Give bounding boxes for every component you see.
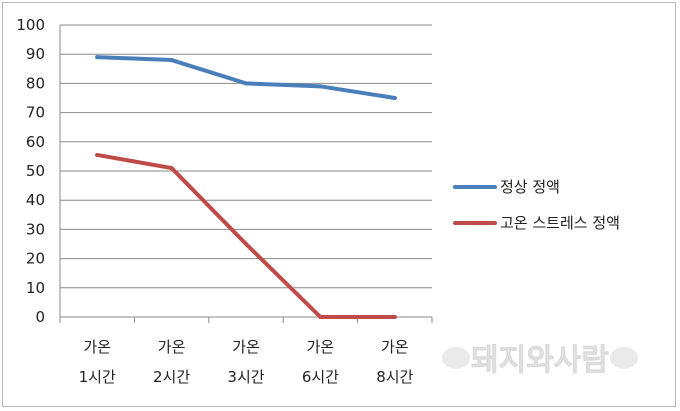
data-point	[392, 96, 397, 100]
y-tick-label: 80	[26, 74, 45, 92]
data-point	[95, 152, 100, 157]
data-point	[318, 315, 323, 319]
chart-frame	[2, 2, 676, 407]
x-tick-label: 가온	[381, 338, 409, 356]
y-tick-label: 70	[26, 104, 45, 122]
y-tick-label: 90	[26, 45, 45, 63]
legend-label: 정상 정액	[500, 178, 560, 196]
y-tick-label: 100	[16, 16, 45, 34]
data-point	[244, 242, 248, 246]
data-point	[169, 166, 174, 171]
x-tick-label: 가온	[83, 338, 111, 356]
data-point	[244, 81, 248, 86]
gridlines	[60, 24, 432, 318]
series-lines	[95, 55, 397, 319]
y-axis-ticks: 0 10 20 30 40 50 60 70 80 90 100	[16, 16, 45, 326]
legend-label: 고온 스트레스 정액	[500, 214, 620, 232]
x-tick-label: 8시간	[376, 368, 413, 386]
x-tick-label: 6시간	[302, 368, 339, 386]
y-tick-label: 30	[26, 220, 45, 238]
y-tick-label: 20	[26, 250, 45, 268]
y-tick-label: 50	[26, 162, 45, 180]
data-point	[95, 55, 100, 60]
watermark-logo: 돼지와사람	[442, 343, 638, 378]
y-tick-label: 10	[26, 279, 45, 297]
y-tick-label: 40	[26, 191, 45, 209]
x-tick-label: 가온	[232, 338, 260, 356]
x-axis	[59, 25, 433, 323]
series-line-2	[95, 152, 397, 319]
x-tick-label: 1시간	[79, 368, 116, 386]
series-line-1	[95, 55, 397, 100]
x-tick-label: 가온	[158, 338, 186, 356]
x-tick-label: 가온	[307, 338, 335, 356]
data-point	[392, 315, 397, 319]
y-tick-label: 60	[26, 133, 45, 151]
x-axis-ticks: 가온 1시간 가온 2시간 가온 3시간 가온 6시간 가온 8시간	[79, 338, 414, 386]
y-tick-label: 0	[35, 308, 45, 326]
data-point	[318, 84, 323, 89]
x-tick-label: 2시간	[153, 368, 190, 386]
data-point	[169, 58, 174, 63]
watermark-text: 돼지와사람	[471, 343, 609, 378]
x-tick-label: 3시간	[227, 368, 264, 386]
